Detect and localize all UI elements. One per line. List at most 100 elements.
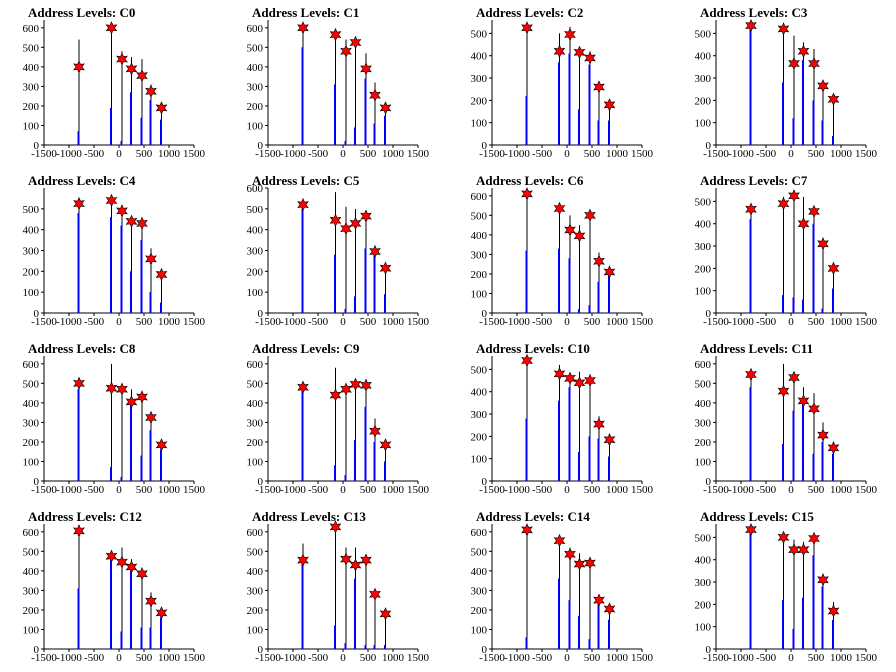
y-tick-label: 100 (247, 624, 264, 636)
peak-marker (521, 21, 533, 35)
blue-spike (354, 127, 356, 145)
y-tick-label: 500 (695, 196, 712, 208)
x-tick-label: 1500 (855, 316, 878, 328)
peak-marker (564, 27, 576, 42)
x-tick-label: 500 (136, 652, 153, 664)
blue-spike (77, 389, 80, 481)
x-tick-label: 500 (584, 316, 601, 328)
peak-marker (360, 209, 372, 223)
peak-marker (817, 237, 829, 251)
peak-marker (808, 401, 820, 416)
y-tick-label: 400 (247, 566, 264, 578)
y-tick-label: 200 (247, 266, 264, 278)
chart-title: Address Levels: C6 (476, 173, 584, 188)
x-tick-label: 0 (788, 484, 794, 496)
blue-spike (140, 117, 143, 145)
blue-spike (597, 438, 600, 481)
peak-marker (808, 531, 820, 546)
x-tick-label: 1500 (183, 316, 206, 328)
peak-marker (360, 553, 372, 567)
blue-spike (149, 292, 152, 313)
chart-title: Address Levels: C15 (700, 509, 814, 524)
x-tick-label: 1500 (631, 484, 654, 496)
x-tick-label: -1000 (728, 316, 754, 328)
peak-marker (73, 60, 85, 74)
blue-spike (334, 625, 336, 649)
x-tick-label: 500 (808, 484, 825, 496)
x-tick-label: 0 (116, 652, 122, 664)
peak-marker (105, 549, 118, 563)
y-tick-label: 300 (695, 241, 712, 253)
y-tick-label: 300 (695, 577, 712, 589)
peak-marker (329, 213, 342, 228)
chart-title: Address Levels: C4 (28, 173, 136, 188)
blue-spike (578, 451, 580, 481)
blue-spike (334, 254, 336, 313)
x-tick-label: 1000 (382, 484, 405, 496)
blue-spike (301, 208, 304, 313)
y-tick-label: 0 (706, 476, 712, 488)
peak-marker (745, 18, 757, 33)
peak-marker (584, 556, 596, 570)
chart-panel: 0 100 200 300 400 500 -1500 -1000 -500 0 500 1000 15… (672, 0, 896, 168)
chart-panel: 0 100 200 300 400 500 -1500 -1000 -500 0 500 1000 15… (672, 168, 896, 336)
peak-marker (145, 594, 157, 608)
x-tick-label: 0 (340, 484, 346, 496)
y-tick-label: 400 (23, 398, 40, 410)
x-tick-label: 1500 (183, 652, 206, 664)
y-tick-label: 300 (471, 73, 488, 85)
peak-marker (797, 394, 810, 408)
y-tick-label: 400 (695, 398, 712, 410)
blue-spike (832, 288, 834, 313)
peak-marker (136, 390, 148, 404)
blue-spike (373, 123, 376, 145)
x-tick-label: 0 (340, 316, 346, 328)
peak-marker (125, 214, 138, 229)
blue-spike (568, 53, 571, 145)
y-tick-label: 500 (695, 378, 712, 390)
y-tick-label: 0 (482, 140, 488, 152)
y-tick-label: 200 (695, 437, 712, 449)
peak-marker (105, 21, 118, 35)
blue-spike (802, 597, 804, 649)
chart-plot: 0 100 200 300 400 500 -1500 -1000 -500 0 500 1000 15… (471, 353, 654, 496)
peak-marker (808, 56, 820, 71)
y-tick-label: 400 (471, 51, 488, 63)
chart-title: Address Levels: C14 (476, 509, 590, 524)
x-tick-label: 1000 (158, 316, 181, 328)
y-tick-label: 100 (695, 286, 712, 298)
y-tick-label: 500 (695, 28, 712, 40)
y-tick-label: 100 (23, 287, 40, 299)
y-tick-label: 300 (471, 585, 488, 597)
x-tick-label: -500 (756, 652, 777, 664)
blue-spike (110, 217, 112, 313)
chart-title: Address Levels: C9 (252, 341, 360, 356)
chart-plot: 0 100 200 300 400 500 -1500 -1000 -500 0 500 1000 15… (695, 18, 878, 160)
x-tick-label: 0 (340, 148, 346, 160)
x-tick-label: -1500 (31, 484, 57, 496)
x-tick-label: 1000 (158, 652, 181, 664)
blue-spike (149, 430, 152, 481)
chart-plot: 0 100 200 300 400 500 600 -1500 -1000 -500 0 500 100… (471, 187, 654, 328)
blue-spike (525, 250, 528, 313)
x-tick-label: -1000 (504, 316, 530, 328)
peak-marker (593, 254, 605, 268)
blue-spike (782, 443, 784, 481)
peak-marker (593, 593, 605, 607)
y-tick-label: 500 (471, 364, 488, 376)
blue-spike (802, 398, 804, 481)
chart-plot: 0 100 200 300 400 500 600 -1500 -1000 -500 0 500 100… (23, 356, 206, 496)
peak-marker (360, 378, 372, 393)
y-tick-label: 400 (23, 566, 40, 578)
y-tick-label: 500 (247, 204, 264, 216)
blue-spike (130, 570, 132, 649)
y-tick-label: 0 (482, 476, 488, 488)
x-tick-label: -500 (532, 652, 553, 664)
peak-marker (349, 35, 362, 50)
blue-spike (344, 643, 347, 649)
peak-marker (777, 22, 790, 36)
y-tick-label: 0 (258, 140, 264, 152)
x-tick-label: 0 (564, 484, 570, 496)
chart-title: Address Levels: C0 (28, 5, 136, 20)
x-tick-label: -1500 (703, 148, 729, 160)
